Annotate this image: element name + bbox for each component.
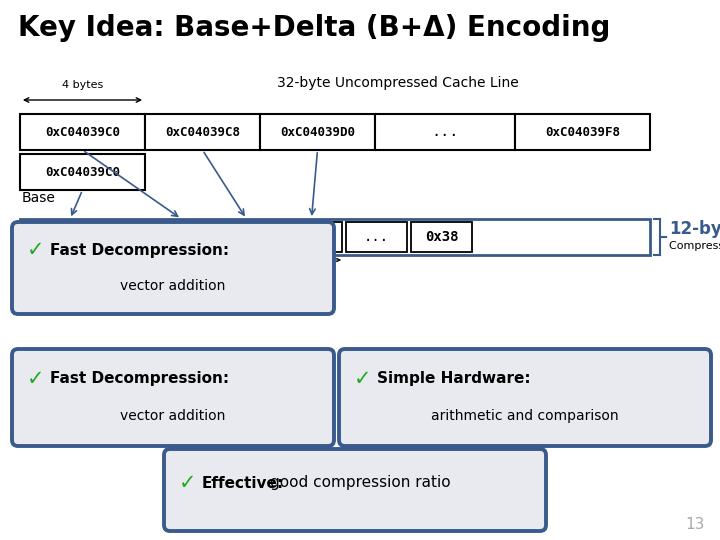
Bar bbox=[346, 222, 407, 252]
Text: 1 byte: 1 byte bbox=[230, 265, 263, 275]
Text: 0x00: 0x00 bbox=[165, 230, 198, 244]
Text: 0xC04039C0: 0xC04039C0 bbox=[45, 165, 120, 179]
Bar bbox=[260, 114, 375, 150]
Text: 32-byte Uncompressed Cache Line: 32-byte Uncompressed Cache Line bbox=[276, 76, 518, 90]
Text: vector addition: vector addition bbox=[120, 279, 225, 293]
Bar bbox=[20, 114, 145, 150]
Text: ✓: ✓ bbox=[27, 369, 45, 389]
FancyBboxPatch shape bbox=[339, 349, 711, 446]
Text: Compressed Cache Line: Compressed Cache Line bbox=[669, 241, 720, 251]
Text: 0x08: 0x08 bbox=[230, 230, 264, 244]
FancyBboxPatch shape bbox=[12, 349, 334, 446]
Text: Effective:: Effective: bbox=[202, 476, 284, 490]
Text: arithmetic and comparison: arithmetic and comparison bbox=[431, 409, 618, 423]
Text: 0x10: 0x10 bbox=[294, 230, 328, 244]
Bar bbox=[515, 114, 650, 150]
FancyBboxPatch shape bbox=[12, 222, 334, 314]
Text: 1 byte: 1 byte bbox=[165, 265, 198, 275]
Text: 0x38: 0x38 bbox=[425, 230, 458, 244]
Bar bbox=[411, 222, 472, 252]
Text: ✓: ✓ bbox=[354, 369, 372, 389]
Text: 13: 13 bbox=[685, 517, 705, 532]
Text: ...: ... bbox=[431, 125, 459, 139]
FancyBboxPatch shape bbox=[164, 449, 546, 531]
Bar bbox=[20, 219, 650, 255]
Text: Fast Decompression:: Fast Decompression: bbox=[50, 372, 229, 386]
Text: Base: Base bbox=[22, 191, 56, 205]
Text: 4 bytes: 4 bytes bbox=[62, 80, 103, 90]
Bar bbox=[375, 114, 515, 150]
Text: 0xC04039C0: 0xC04039C0 bbox=[45, 125, 120, 138]
Text: 0xC04039F8: 0xC04039F8 bbox=[545, 125, 620, 138]
Text: 1 byte: 1 byte bbox=[295, 265, 328, 275]
Text: good compression ratio: good compression ratio bbox=[270, 476, 451, 490]
Text: 12-byte: 12-byte bbox=[669, 220, 720, 238]
Text: ...: ... bbox=[364, 230, 389, 244]
Text: Simple Hardware:: Simple Hardware: bbox=[377, 372, 531, 386]
Text: 0xC04039C8: 0xC04039C8 bbox=[165, 125, 240, 138]
Text: ✓: ✓ bbox=[27, 240, 45, 260]
Bar bbox=[151, 222, 212, 252]
Text: Key Idea: Base+Delta (B+Δ) Encoding: Key Idea: Base+Delta (B+Δ) Encoding bbox=[18, 14, 611, 42]
Text: Fast Decompression:: Fast Decompression: bbox=[50, 243, 229, 258]
Text: ✓: ✓ bbox=[179, 473, 197, 493]
Text: 0xC04039D0: 0xC04039D0 bbox=[280, 125, 355, 138]
Text: vector addition: vector addition bbox=[120, 409, 225, 423]
Bar bbox=[216, 222, 277, 252]
Bar bbox=[20, 154, 145, 190]
Bar bbox=[281, 222, 342, 252]
Bar bbox=[145, 114, 260, 150]
